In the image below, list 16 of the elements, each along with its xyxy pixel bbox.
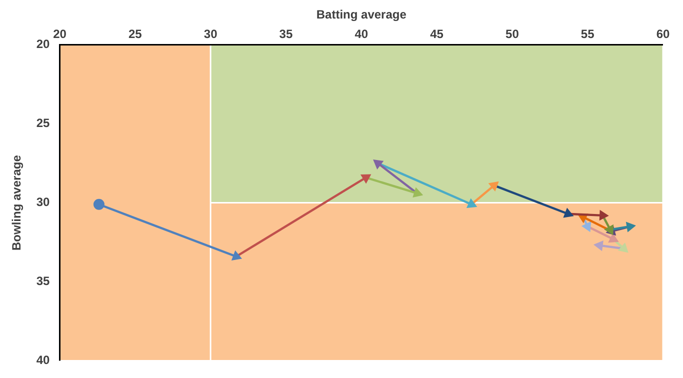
y-tick-label: 35: [36, 274, 50, 288]
y-tick-label: 40: [36, 353, 50, 368]
x-tick-label: 20: [53, 26, 67, 41]
x-tick-label: 35: [279, 26, 293, 41]
x-tick-label: 50: [506, 26, 520, 41]
y-axis-title: Bowling average: [10, 154, 24, 250]
x-tick-label: 45: [430, 26, 444, 41]
x-tick-label: 25: [128, 26, 142, 41]
x-tick-label: 60: [656, 26, 670, 41]
y-tick-label: 30: [36, 195, 50, 210]
x-axis-title: Batting average: [316, 8, 407, 22]
y-tick-label: 20: [36, 37, 50, 52]
x-tick-label: 55: [580, 26, 595, 41]
x-tick-label: 40: [354, 26, 368, 41]
y-tick-label: 25: [36, 116, 50, 130]
x-tick-label: 30: [204, 26, 218, 41]
